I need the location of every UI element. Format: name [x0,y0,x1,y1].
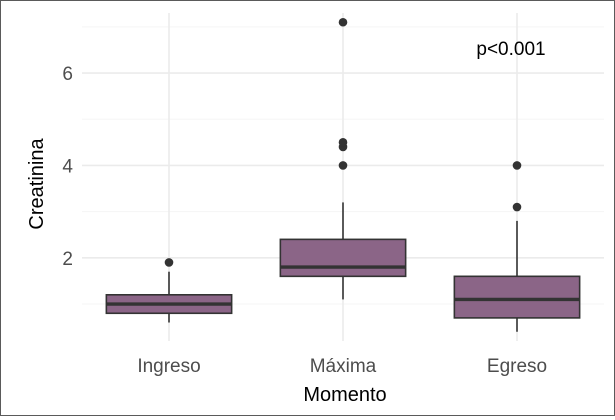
y-tick-label: 4 [62,156,73,177]
outlier-point [512,202,522,212]
box-group [453,161,581,332]
y-tick-label: 2 [62,249,73,270]
x-tick-label: Egreso [487,356,547,377]
box-iqr [279,238,407,278]
outlier-point [164,258,174,267]
outlier-point [338,161,348,170]
outlier-point [512,161,522,170]
box-iqr [453,275,581,319]
box-group [279,17,407,300]
ticks-layer: 2 4 6 Ingreso Máxima Egreso [62,64,547,377]
y-axis-title: Creatinina [26,138,48,230]
p-value-annotation: p<0.001 [476,39,545,60]
x-tick-label: Máxima [310,356,377,377]
box-group [105,258,233,323]
boxes-layer [105,17,581,332]
x-axis-title: Momento [303,384,386,406]
outlier-point [338,17,348,27]
x-tick-label: Ingreso [137,356,200,377]
outlier-point [338,138,348,147]
y-tick-label: 6 [62,64,73,85]
